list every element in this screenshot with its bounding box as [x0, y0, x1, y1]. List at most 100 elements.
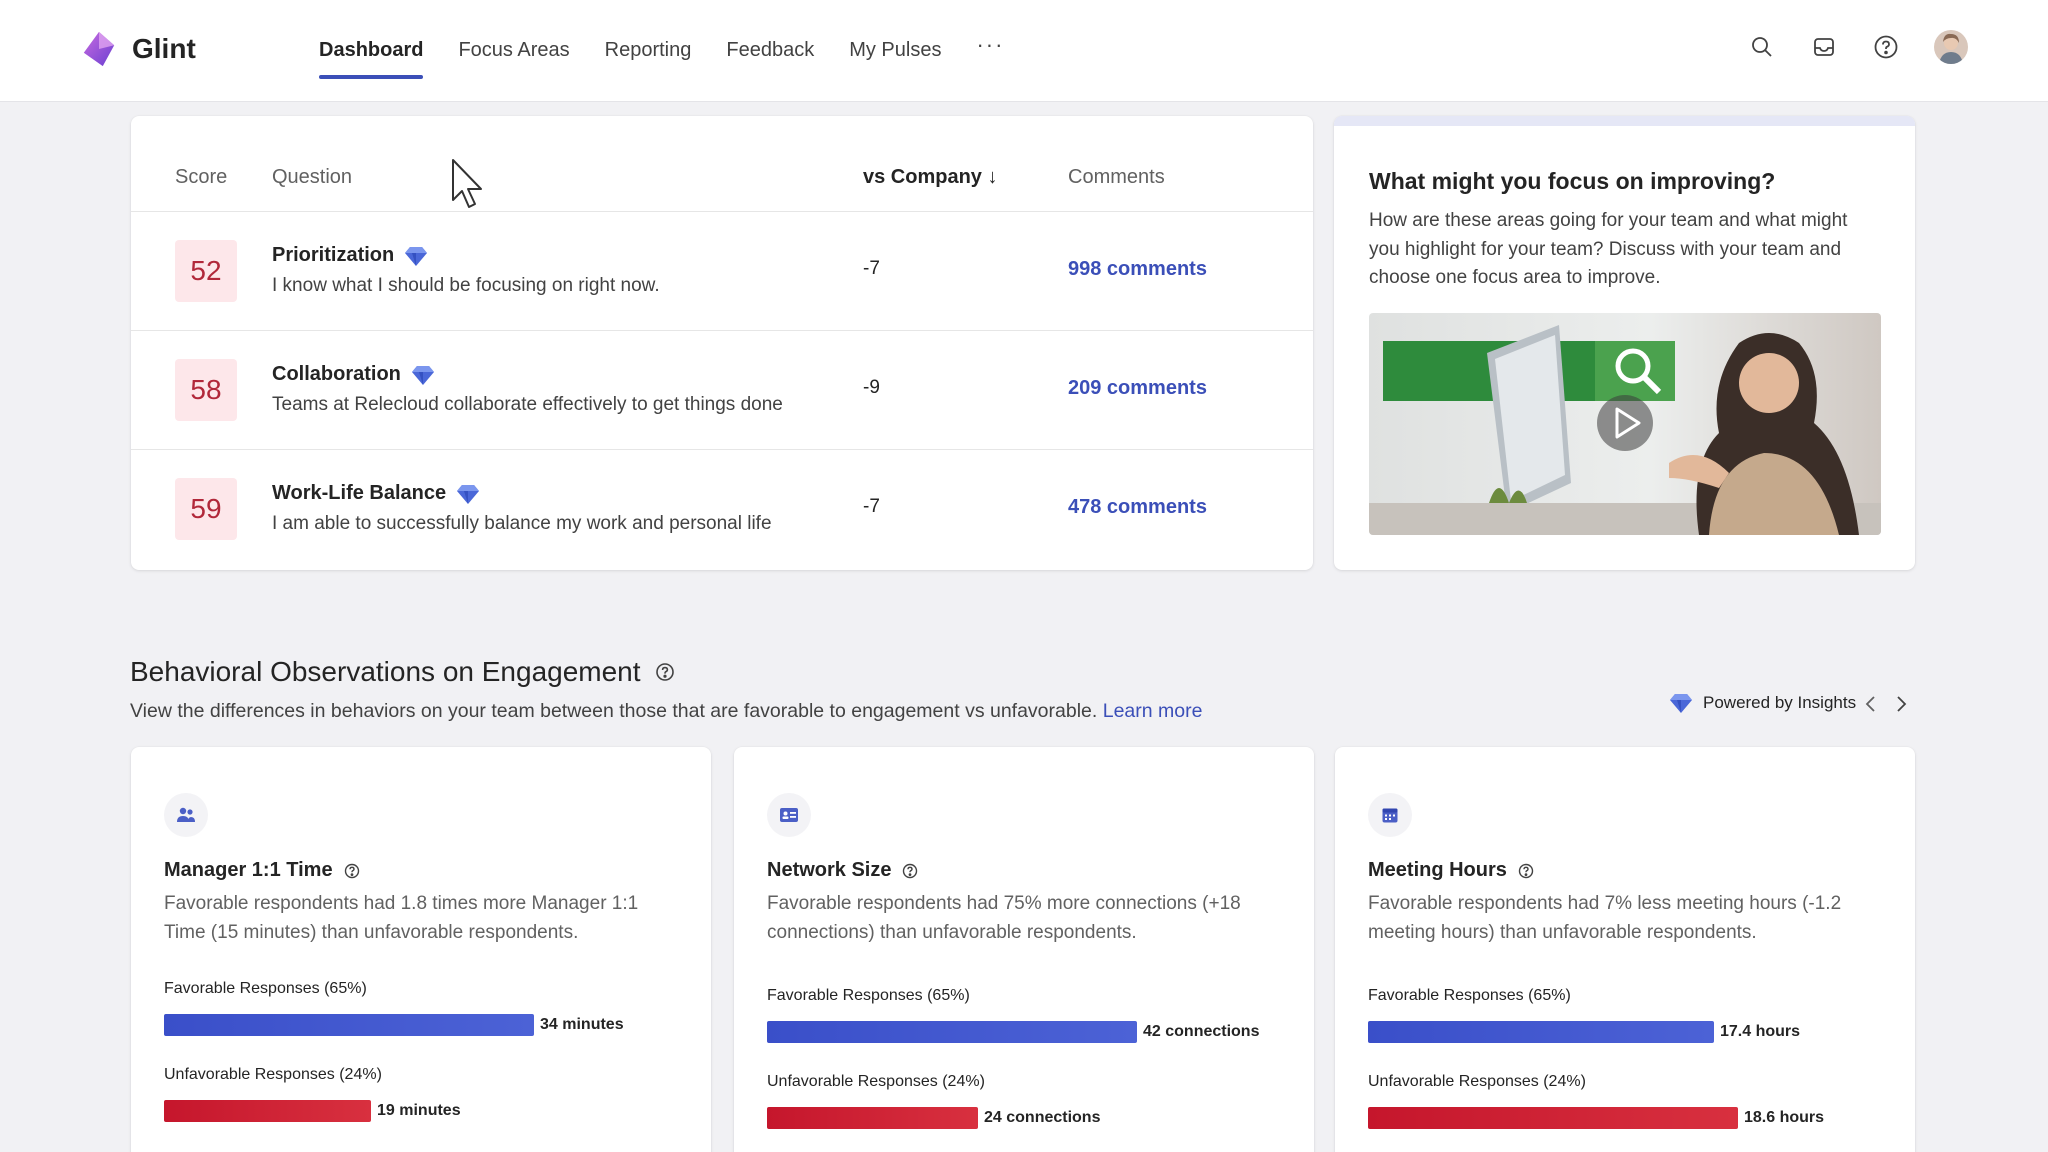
header-vs-company-sort[interactable]: vs Company ↓	[863, 166, 998, 188]
score-badge: 58	[175, 359, 237, 421]
nav-tab-reporting[interactable]: Reporting	[604, 38, 692, 61]
help-circle-icon[interactable]	[901, 862, 919, 880]
top-bar: Glint Dashboard Focus Areas Reporting Fe…	[0, 0, 2048, 102]
app-name: Glint	[132, 33, 196, 64]
favorable-label: Favorable Responses (65%)	[164, 980, 367, 997]
unfavorable-label: Unfavorable Responses (24%)	[164, 1066, 382, 1083]
favorable-label: Favorable Responses (65%)	[1368, 987, 1571, 1004]
unfavorable-bar	[767, 1107, 978, 1129]
question-description: I know what I should be focusing on righ…	[272, 275, 660, 296]
vs-company-value: -7	[863, 258, 880, 279]
favorable-bar	[767, 1021, 1137, 1043]
unfavorable-bar	[1368, 1107, 1738, 1129]
unfavorable-value: 19 minutes	[377, 1102, 461, 1119]
metric-title: Manager 1:1 Time	[164, 859, 361, 882]
nav-tab-dashboard[interactable]: Dashboard	[319, 0, 424, 100]
learn-more-link[interactable]: Learn more	[1102, 700, 1203, 722]
user-avatar[interactable]	[1934, 30, 1968, 64]
section-subtitle-text: View the differences in behaviors on you…	[130, 700, 1098, 722]
insights-gem-icon	[405, 246, 428, 266]
comments-link[interactable]: 209 comments	[1068, 377, 1207, 399]
metric-title-text: Meeting Hours	[1368, 859, 1507, 881]
more-menu-button[interactable]: ···	[976, 32, 1005, 57]
help-circle-icon[interactable]	[343, 862, 361, 880]
table-row[interactable]: 58 Collaboration Teams at Relecloud coll…	[131, 331, 1313, 450]
score-badge: 52	[175, 240, 237, 302]
table-row[interactable]: 59 Work-Life Balance I am able to succes…	[131, 450, 1313, 569]
nav-tab-feedback[interactable]: Feedback	[726, 38, 815, 61]
section-subtitle: View the differences in behaviors on you…	[130, 700, 1202, 723]
metric-description: Favorable respondents had 75% more conne…	[767, 893, 1241, 943]
table-row[interactable]: 52 Prioritization I know what I should b…	[131, 212, 1313, 331]
insights-gem-icon	[1670, 694, 1692, 713]
questions-table-card: Score Question vs Company ↓ Comments 52 …	[131, 116, 1313, 570]
metric-card-meeting-hours: Meeting Hours Favorable respondents had …	[1335, 747, 1915, 1152]
section-title: Behavioral Observations on Engagement	[130, 656, 675, 688]
focus-card-body: How are these areas going for your team …	[1369, 210, 1848, 288]
header-question: Question	[272, 166, 353, 188]
help-circle-icon[interactable]	[655, 662, 675, 682]
metric-title-text: Network Size	[767, 859, 892, 881]
app-logo[interactable]: Glint	[80, 30, 196, 68]
mouse-cursor-icon	[452, 159, 482, 208]
question-title-text: Collaboration	[272, 363, 401, 385]
card-accent-bar	[1334, 116, 1915, 126]
powered-by-insights: Powered by Insights	[1669, 692, 1856, 714]
comments-link[interactable]: 998 comments	[1068, 258, 1207, 280]
unfavorable-label: Unfavorable Responses (24%)	[1368, 1073, 1586, 1090]
question-description: Teams at Relecloud collaborate effective…	[272, 394, 783, 415]
metric-description: Favorable respondents had 1.8 times more…	[164, 893, 639, 943]
question-title-text: Prioritization	[272, 244, 395, 266]
insights-gem-icon	[457, 484, 480, 504]
chevron-left-icon[interactable]	[1862, 692, 1880, 716]
unfavorable-value: 18.6 hours	[1744, 1109, 1825, 1126]
comments-link[interactable]: 478 comments	[1068, 496, 1207, 518]
metric-title-text: Manager 1:1 Time	[164, 859, 333, 881]
glint-logo-icon	[83, 31, 115, 67]
contact-card-icon	[767, 793, 811, 837]
table-header: Score Question vs Company ↓ Comments	[131, 116, 1313, 212]
metric-title: Network Size	[767, 859, 919, 882]
metric-description: Favorable respondents had 7% less meetin…	[1368, 893, 1842, 943]
header-score: Score	[175, 166, 228, 188]
metric-card-manager-time: Manager 1:1 Time Favorable respondents h…	[131, 747, 711, 1152]
favorable-bar	[164, 1014, 534, 1036]
video-thumbnail[interactable]	[1369, 313, 1881, 535]
vs-company-value: -7	[863, 496, 880, 517]
carousel-pager	[1862, 692, 1910, 716]
unfavorable-bar-row: 18.6 hours	[1368, 1106, 1824, 1130]
favorable-bar-row: 17.4 hours	[1368, 1020, 1800, 1044]
nav-tab-my-pulses[interactable]: My Pulses	[849, 38, 942, 61]
favorable-value: 42 connections	[1143, 1023, 1260, 1040]
header-comments: Comments	[1068, 166, 1165, 188]
people-icon	[164, 793, 208, 837]
powered-by-label: Powered by Insights	[1703, 693, 1857, 712]
focus-card-title: What might you focus on improving?	[1369, 168, 1776, 194]
favorable-value: 34 minutes	[540, 1016, 624, 1033]
score-badge: 59	[175, 478, 237, 540]
chevron-right-icon[interactable]	[1892, 692, 1910, 716]
unfavorable-label: Unfavorable Responses (24%)	[767, 1073, 985, 1090]
question-description: I am able to successfully balance my wor…	[272, 513, 772, 534]
question-title: Collaboration	[272, 363, 435, 386]
calendar-icon	[1368, 793, 1412, 837]
help-circle-icon[interactable]	[1517, 862, 1535, 880]
metric-card-network-size: Network Size Favorable respondents had 7…	[734, 747, 1314, 1152]
unfavorable-bar	[164, 1100, 371, 1122]
inbox-icon[interactable]	[1810, 33, 1838, 61]
favorable-value: 17.4 hours	[1720, 1023, 1801, 1040]
nav-tab-focus-areas[interactable]: Focus Areas	[458, 38, 570, 61]
unfavorable-value: 24 connections	[984, 1109, 1101, 1126]
question-title: Prioritization	[272, 244, 428, 267]
vs-company-value: -9	[863, 377, 880, 398]
favorable-bar-row: 34 minutes	[164, 1013, 624, 1037]
top-actions	[1748, 30, 1968, 64]
favorable-bar-row: 42 connections	[767, 1020, 1259, 1044]
favorable-bar	[1368, 1021, 1714, 1043]
help-icon[interactable]	[1872, 33, 1900, 61]
metric-title: Meeting Hours	[1368, 859, 1535, 882]
question-title-text: Work-Life Balance	[272, 482, 447, 504]
focus-improvement-card: What might you focus on improving? How a…	[1334, 116, 1915, 570]
search-icon[interactable]	[1748, 33, 1776, 61]
unfavorable-bar-row: 19 minutes	[164, 1099, 461, 1123]
